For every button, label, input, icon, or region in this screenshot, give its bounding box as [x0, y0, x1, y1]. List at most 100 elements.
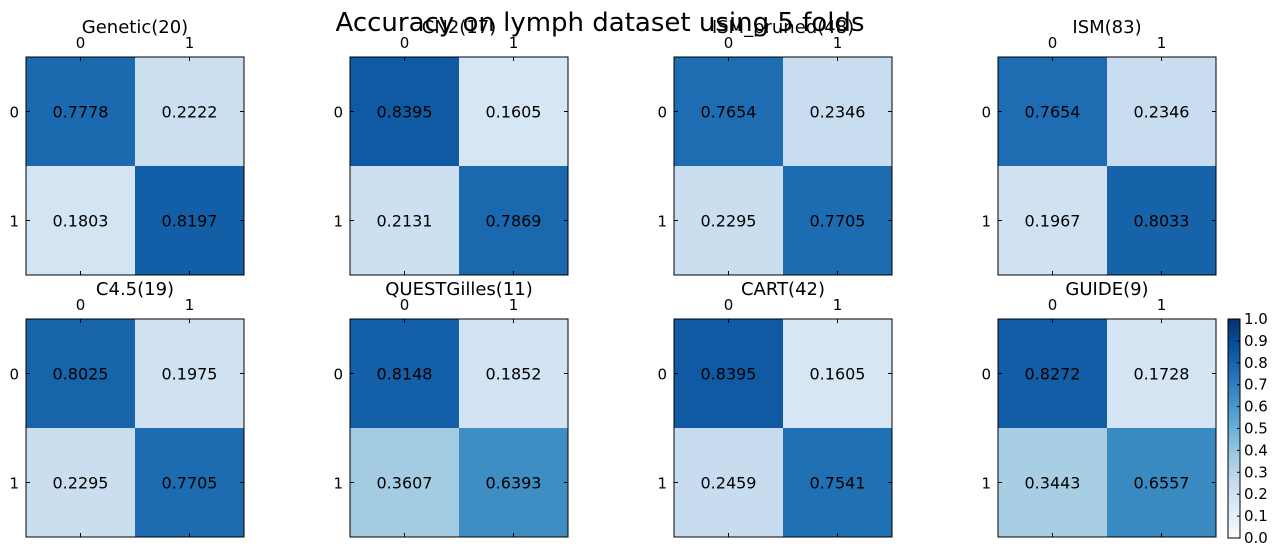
data-label: 0.1728: [1134, 365, 1190, 384]
panel-title: ISM_pruned(48): [712, 17, 854, 38]
x-tick-label: 1: [833, 34, 843, 52]
axes-frame: [997, 56, 1217, 276]
data-label: 0.1803: [53, 212, 109, 231]
y-tick-label: 0: [981, 366, 991, 384]
heatmap-cell: [783, 319, 892, 428]
data-label: 0.2222: [162, 103, 218, 122]
heatmap-cell: [459, 428, 568, 537]
panel-title: ISM(83): [1072, 17, 1141, 38]
y-tick-label: 0: [657, 366, 667, 384]
data-label: 0.8033: [1134, 212, 1190, 231]
y-tick-label: 0: [333, 104, 343, 122]
data-label: 0.8148: [377, 365, 433, 384]
y-tick-label: 1: [981, 213, 991, 231]
x-tick-label: 0: [1048, 296, 1058, 314]
heatmap-cell: [783, 428, 892, 537]
heatmap-cell: [26, 166, 135, 275]
heatmap-panel: 0.8025 0.1975 0.2295 0.7705 0 1 0 1 C4.5(19): [9, 279, 245, 538]
y-tick-label: 0: [657, 104, 667, 122]
data-label: 0.3443: [1025, 474, 1081, 493]
axes-frame: [349, 318, 569, 538]
y-tick-label: 1: [657, 475, 667, 493]
axes-frame: [349, 56, 569, 276]
heatmap-cell: [1107, 428, 1216, 537]
heatmap-cell: [674, 57, 783, 166]
data-label: 0.7654: [1025, 103, 1081, 122]
x-tick-label: 0: [76, 34, 86, 52]
data-label: 0.7654: [701, 103, 757, 122]
heatmap-cell: [350, 428, 459, 537]
colorbar-tick-label: 1.0: [1244, 310, 1268, 328]
heatmap-cell: [674, 319, 783, 428]
colorbar-tick-label: 0.0: [1244, 529, 1268, 547]
heatmap-cell: [135, 319, 244, 428]
y-tick-label: 1: [9, 475, 19, 493]
heatmap-cell: [350, 166, 459, 275]
colorbar-tick-label: 0.4: [1244, 441, 1268, 459]
x-tick-label: 0: [400, 296, 410, 314]
data-label: 0.7778: [53, 103, 109, 122]
heatmap-cell: [998, 166, 1107, 275]
data-label: 0.2295: [53, 474, 109, 493]
data-label: 0.6557: [1134, 474, 1190, 493]
data-label: 0.1852: [486, 365, 542, 384]
axes-frame: [673, 318, 893, 538]
x-tick-label: 1: [509, 296, 519, 314]
x-tick-label: 1: [509, 34, 519, 52]
x-tick-label: 1: [1157, 296, 1167, 314]
heatmap-cell: [1107, 166, 1216, 275]
y-tick-label: 1: [981, 475, 991, 493]
panel-title: GUIDE(9): [1065, 279, 1148, 300]
axes-frame: [997, 318, 1217, 538]
data-label: 0.8395: [701, 365, 757, 384]
data-label: 0.1975: [162, 365, 218, 384]
data-label: 0.8025: [53, 365, 109, 384]
axes-frame: [25, 318, 245, 538]
y-tick-label: 0: [9, 366, 19, 384]
data-label: 0.2131: [377, 212, 433, 231]
x-tick-label: 1: [833, 296, 843, 314]
heatmap-cell: [783, 57, 892, 166]
y-tick-label: 0: [981, 104, 991, 122]
x-tick-label: 0: [76, 296, 86, 314]
y-tick-label: 1: [333, 475, 343, 493]
heatmap-cell: [459, 166, 568, 275]
heatmap-cell: [350, 57, 459, 166]
heatmap-panel: 0.8395 0.1605 0.2459 0.7541 0 1 0 1 CART(42): [657, 279, 893, 538]
colorbar-tick-label: 0.8: [1244, 354, 1268, 372]
x-tick-label: 0: [724, 34, 734, 52]
heatmap-panel: 0.8395 0.1605 0.2131 0.7869 0 1 0 1 CN2(17): [333, 17, 569, 276]
x-tick-label: 1: [185, 34, 195, 52]
heatmap-cell: [459, 57, 568, 166]
colorbar-tick-label: 0.1: [1244, 507, 1268, 525]
colorbar-tick-label: 0.6: [1244, 398, 1268, 416]
x-tick-label: 1: [1157, 34, 1167, 52]
data-label: 0.1605: [486, 103, 542, 122]
heatmap-cell: [135, 428, 244, 537]
data-label: 0.8197: [162, 212, 218, 231]
y-tick-label: 1: [657, 213, 667, 231]
heatmap-cell: [783, 166, 892, 275]
panel-title: CN2(17): [422, 17, 496, 38]
data-label: 0.2346: [810, 103, 866, 122]
heatmap-cell: [674, 166, 783, 275]
data-label: 0.1605: [810, 365, 866, 384]
y-tick-label: 1: [9, 213, 19, 231]
panel-title: QUESTGilles(11): [385, 279, 533, 300]
panel-title: Genetic(20): [82, 17, 188, 38]
data-label: 0.7705: [810, 212, 866, 231]
data-label: 0.3607: [377, 474, 433, 493]
data-label: 0.2295: [701, 212, 757, 231]
data-label: 0.2346: [1134, 103, 1190, 122]
x-tick-label: 1: [185, 296, 195, 314]
x-tick-label: 0: [400, 34, 410, 52]
data-label: 0.7705: [162, 474, 218, 493]
colorbar-tick-label: 0.5: [1244, 420, 1268, 438]
heatmap-cell: [135, 57, 244, 166]
axes-frame: [673, 56, 893, 276]
heatmap-cell: [135, 166, 244, 275]
